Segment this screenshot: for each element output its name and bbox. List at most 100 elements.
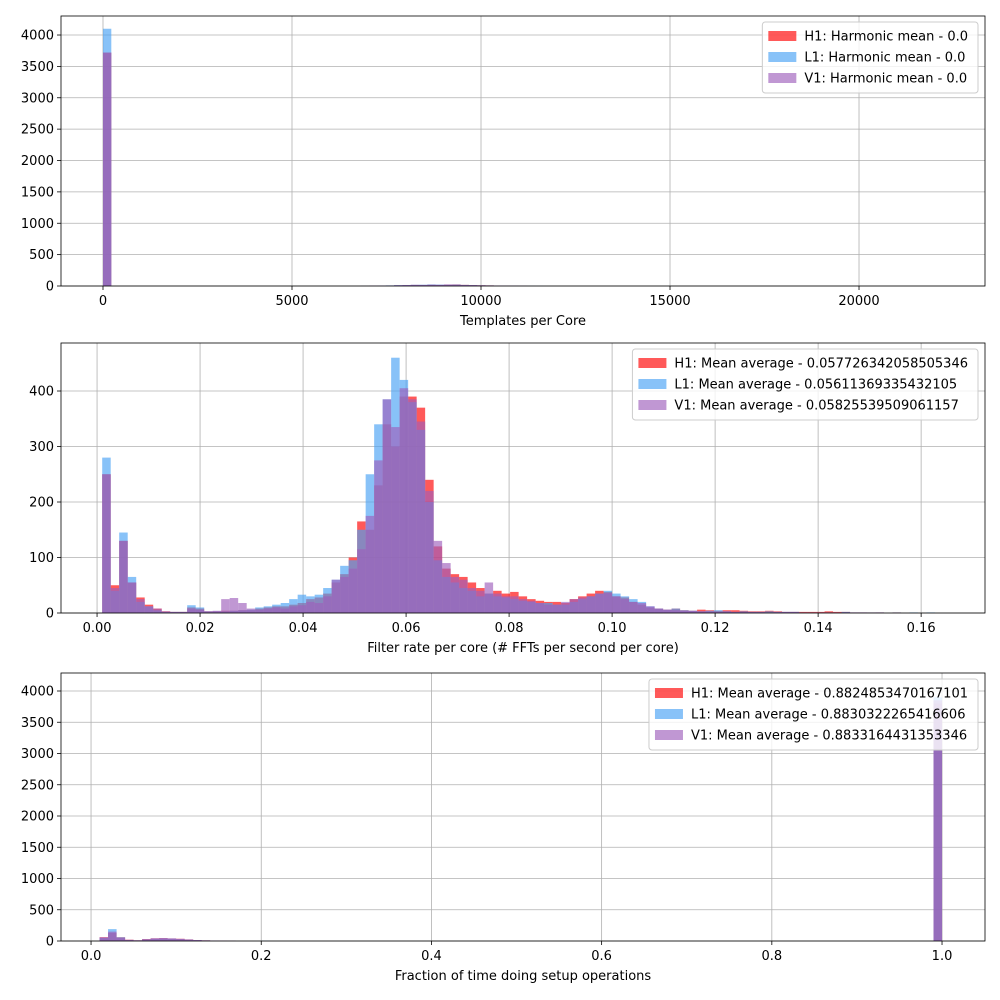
histogram-bar: [459, 579, 468, 613]
histogram-bar: [193, 940, 202, 941]
histogram-bar: [646, 606, 655, 613]
y-tick-label: 2500: [21, 123, 54, 138]
histogram-bar: [705, 611, 715, 613]
legend-swatch: [638, 358, 667, 368]
y-tick-label: 500: [29, 248, 54, 263]
histogram-bar: [460, 284, 469, 286]
x-tick-label: 0.8: [761, 949, 782, 964]
chart-panel: 0 100 200 300 400 0.00 0.02 0.04 0.06 0.08 0.10 0.1…: [29, 342, 986, 656]
histogram-bar: [195, 609, 205, 613]
histogram-bar: [484, 582, 494, 613]
y-tick-label: 2500: [21, 778, 54, 793]
y-tick-label: 300: [29, 440, 54, 455]
histogram-bar: [748, 611, 757, 613]
y-tick-label: 0: [46, 935, 54, 950]
histogram-bar: [501, 596, 511, 613]
histogram-bar: [170, 611, 179, 613]
axes-frame: [60, 672, 986, 942]
histogram-bar: [637, 603, 647, 613]
histogram-bar: [142, 939, 151, 941]
y-tick-label: 0: [46, 607, 54, 622]
histogram-bar: [561, 601, 570, 613]
legend-label: H1: Mean average - 0.057726342058505346: [674, 357, 968, 372]
histogram-bar: [212, 610, 222, 613]
legend-box: [631, 348, 979, 421]
legend-swatch: [768, 31, 797, 41]
y-tick-label: 3500: [21, 716, 54, 731]
histogram-bar: [221, 599, 230, 613]
histogram-bar: [450, 576, 460, 613]
histogram-bar: [255, 609, 264, 613]
x-tick-label: 5000: [275, 294, 308, 309]
y-tick-label: 200: [29, 496, 54, 511]
legend-label: L1: Mean average - 0.05611369335432105: [674, 378, 957, 393]
histogram-bar: [629, 601, 638, 613]
histogram-bar: [399, 388, 409, 613]
x-tick-label: 0: [99, 294, 107, 309]
histogram-bar: [442, 563, 451, 613]
y-tick-label: 4000: [21, 29, 54, 44]
histogram-bar: [159, 938, 168, 941]
y-tick-label: 3000: [21, 747, 54, 762]
histogram-bar: [297, 605, 307, 613]
histogram-bar: [688, 610, 698, 613]
legend-label: L1: Mean average - 0.8830322265416606: [691, 708, 966, 723]
x-axis-label: Filter rate per core (# FFTs per second …: [367, 641, 679, 656]
y-tick-label: 1500: [21, 185, 54, 200]
histogram-bar: [527, 600, 536, 613]
histogram-bar: [714, 611, 723, 613]
histogram-bar: [314, 603, 324, 613]
histogram-bar: [680, 610, 689, 613]
histogram-bar: [340, 576, 349, 613]
y-tick-label: 400: [29, 385, 54, 400]
chart-panel: 0 500 1000 1500 2000 2500 3000 3500 4000 0 5000 100…: [21, 15, 986, 329]
histogram-bar: [435, 284, 444, 286]
histogram-bar: [280, 608, 290, 613]
histogram-bar: [289, 599, 298, 613]
histogram-bar: [108, 931, 117, 941]
legend: H1: Harmonic mean - 0.0 L1: Harmonic mean…: [761, 21, 979, 94]
legend-swatch: [654, 688, 683, 698]
histogram-bar: [365, 515, 375, 613]
legend-label: H1: Harmonic mean - 0.0: [804, 30, 968, 45]
histogram-bar: [612, 596, 621, 613]
histogram-bar: [824, 611, 834, 613]
y-tick-label: 2000: [21, 154, 54, 169]
histogram-bar: [586, 596, 596, 613]
histogram-bar: [765, 611, 774, 613]
histogram-bar: [125, 939, 134, 941]
legend-swatch: [654, 730, 683, 740]
histogram-bar: [119, 540, 128, 613]
histogram-bar: [374, 460, 383, 613]
x-tick-label: 0.14: [804, 621, 833, 636]
histogram-bar: [161, 611, 171, 613]
histogram-bar: [184, 939, 194, 941]
histogram-bar: [756, 611, 766, 613]
x-tick-label: 0.16: [907, 621, 936, 636]
histogram-bar: [620, 599, 630, 613]
histogram-bar: [382, 399, 392, 613]
histogram-bar: [654, 608, 664, 613]
x-tick-label: 1.0: [932, 949, 953, 964]
histogram-bar: [468, 285, 478, 286]
legend-swatch: [638, 400, 667, 410]
x-tick-label: 0.12: [701, 621, 730, 636]
histogram-bar: [99, 937, 109, 941]
histogram-bar: [544, 604, 553, 613]
y-tick-label: 2000: [21, 810, 54, 825]
x-axis-label: Templates per Core: [459, 314, 586, 329]
histogram-bar: [306, 601, 315, 613]
histogram-bar: [176, 938, 185, 941]
x-tick-label: 0.04: [289, 621, 318, 636]
histogram-bar: [578, 597, 587, 613]
histogram-bar: [433, 540, 443, 613]
histogram-bar: [782, 611, 791, 613]
histogram-bar: [552, 604, 562, 613]
histogram-bar: [671, 610, 681, 613]
histogram-bar: [452, 284, 461, 286]
histogram-bar: [297, 594, 307, 613]
y-tick-label: 1500: [21, 841, 54, 856]
histogram-bar: [187, 608, 196, 613]
y-tick-label: 3500: [21, 60, 54, 75]
